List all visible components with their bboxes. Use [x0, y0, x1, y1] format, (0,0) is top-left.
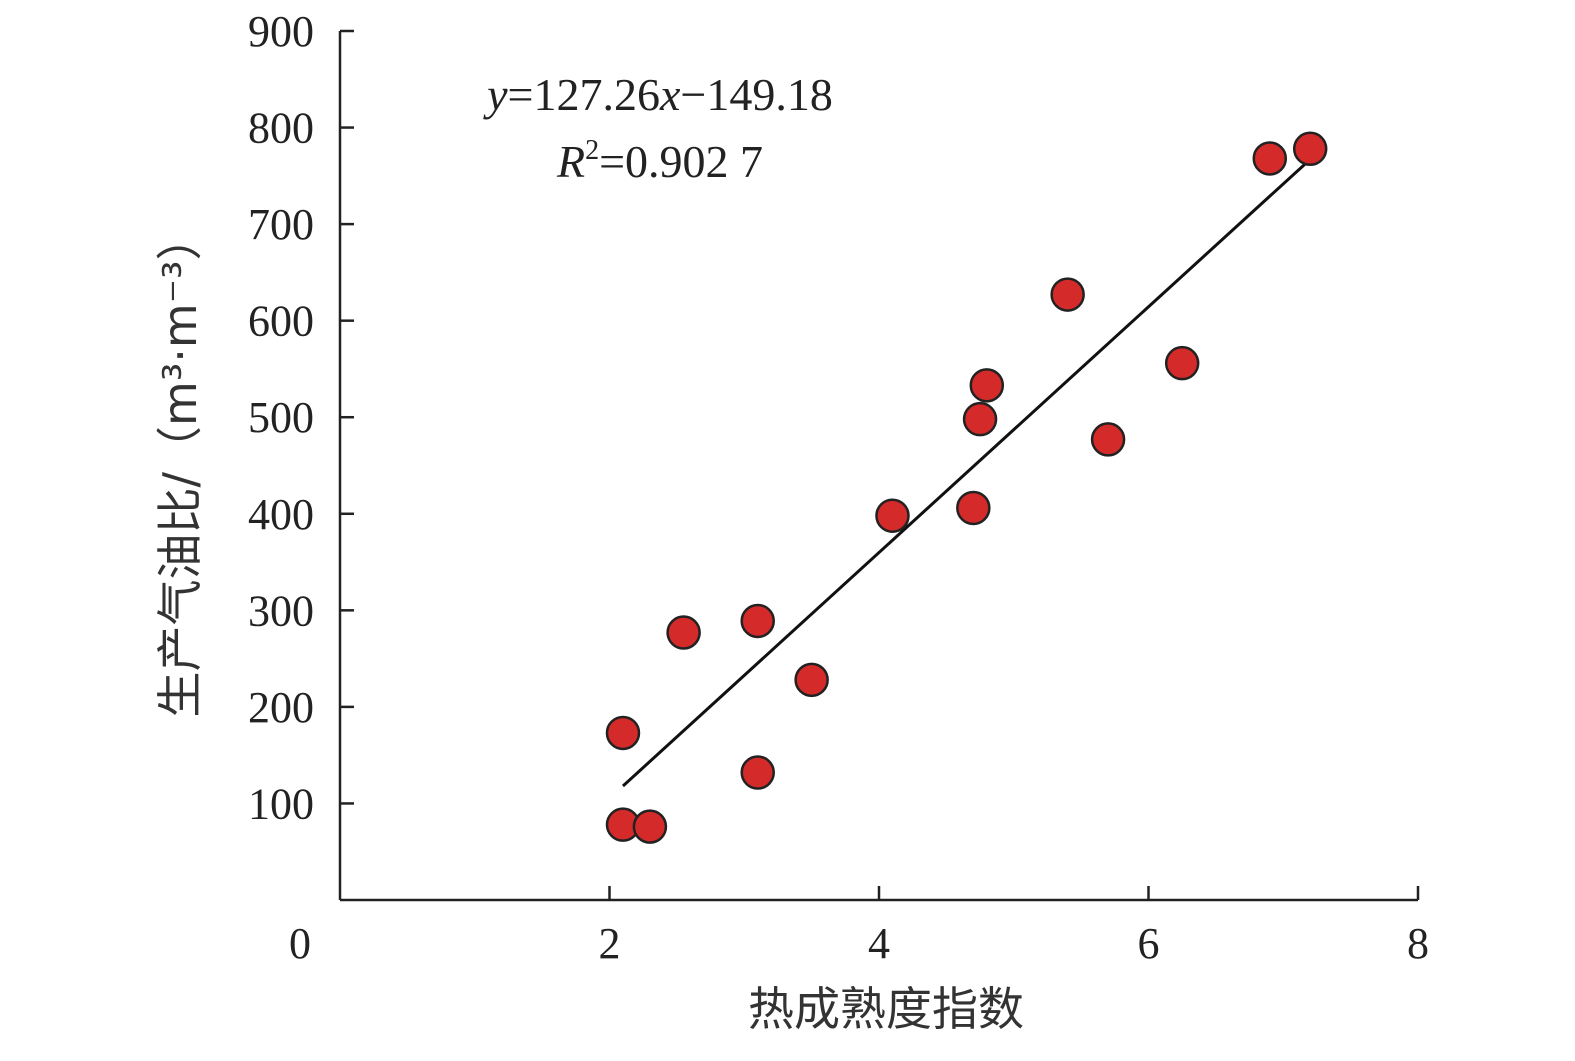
data-point	[605, 715, 641, 751]
data-point	[1252, 141, 1288, 176]
y-tick-label: 400	[248, 490, 314, 539]
r2-annotation: R2=0.902 7	[556, 135, 763, 187]
equation-part-a: =127.26	[508, 69, 660, 120]
data-point	[1292, 131, 1328, 167]
data-point	[875, 498, 910, 533]
y-tick-label: 900	[248, 7, 314, 56]
data-point	[962, 401, 998, 437]
x-tick-label: 2	[599, 919, 621, 968]
y-tick-label: 700	[248, 200, 314, 249]
r2-exponent: 2	[585, 135, 599, 166]
x-axis-title: 热成熟度指数	[748, 982, 1024, 1036]
x-tick-label: 6	[1138, 919, 1160, 968]
x-tick-label: 8	[1407, 919, 1429, 968]
y-tick-label: 100	[248, 779, 314, 828]
y-tick-label: 600	[248, 297, 314, 346]
r2-value: =0.902 7	[599, 136, 763, 187]
data-point	[1090, 422, 1126, 457]
y-tick-label: 800	[248, 104, 314, 153]
data-points	[605, 131, 1328, 844]
equation-part-b: −149.18	[680, 69, 832, 120]
equation-y-var: y	[483, 69, 508, 120]
tick-labels: 100 200 300 400 500 600 700 800 900 2 4 6 8	[248, 7, 1429, 968]
data-point	[740, 755, 775, 790]
data-point	[1050, 277, 1085, 312]
equation-x-var: x	[659, 69, 681, 120]
equation-annotation: y=127.26x−149.18	[483, 69, 833, 120]
y-tick-label: 300	[248, 586, 314, 635]
data-point	[666, 615, 701, 650]
y-tick-label: 200	[248, 683, 314, 732]
origin-label: 0	[289, 919, 311, 968]
data-point	[632, 809, 668, 844]
y-tick-label: 500	[248, 393, 314, 442]
y-axis-title: 生产气油比/（m³·m⁻³）	[153, 215, 207, 718]
ticks	[340, 29, 1420, 900]
r2-var: R	[556, 136, 585, 187]
x-tick-label: 4	[868, 919, 890, 968]
data-point	[794, 662, 829, 698]
data-point	[956, 490, 991, 526]
trendline	[621, 158, 1312, 788]
data-point	[1164, 345, 1200, 381]
data-point	[969, 368, 1005, 403]
data-point	[740, 603, 775, 639]
